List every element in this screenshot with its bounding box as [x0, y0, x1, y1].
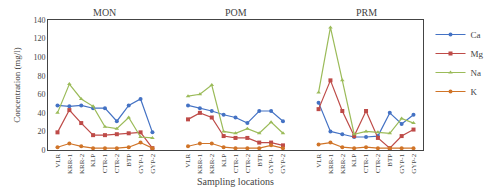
svg-text:40: 40 [37, 109, 45, 118]
svg-text:VLR: VLR [184, 153, 192, 167]
svg-text:KLP: KLP [220, 154, 228, 167]
svg-text:120: 120 [33, 34, 45, 43]
svg-text:Concentration (mg/l): Concentration (mg/l) [12, 47, 22, 123]
svg-text:CTR-1: CTR-1 [101, 153, 109, 173]
svg-text:BTP: BTP [386, 154, 394, 167]
svg-text:140: 140 [33, 16, 45, 25]
svg-text:MON: MON [93, 7, 116, 18]
svg-text:POM: POM [225, 7, 247, 18]
svg-text:80: 80 [37, 72, 45, 81]
svg-text:KRR-2: KRR-2 [208, 153, 216, 174]
svg-text:100: 100 [33, 53, 45, 62]
svg-text:GYP-2: GYP-2 [149, 153, 157, 173]
svg-text:KLP: KLP [89, 154, 97, 167]
svg-text:Sampling locations: Sampling locations [197, 176, 274, 187]
svg-text:K: K [471, 87, 478, 97]
svg-text:CTR-2: CTR-2 [374, 153, 382, 173]
svg-text:CTR-1: CTR-1 [362, 153, 370, 173]
svg-text:BTP: BTP [125, 154, 133, 167]
svg-text:KLP: KLP [350, 154, 358, 167]
svg-text:GYP-2: GYP-2 [410, 153, 418, 173]
svg-text:Na: Na [471, 68, 482, 78]
svg-text:20: 20 [37, 127, 45, 136]
svg-text:CTR-2: CTR-2 [113, 153, 121, 173]
svg-text:KRR-1: KRR-1 [66, 153, 74, 174]
svg-text:KRR-2: KRR-2 [339, 153, 347, 174]
svg-text:CTR-2: CTR-2 [244, 153, 252, 173]
svg-text:KRR-1: KRR-1 [196, 153, 204, 174]
svg-text:GYP-1: GYP-1 [398, 153, 406, 173]
svg-text:PRM: PRM [356, 7, 377, 18]
svg-text:KRR-1: KRR-1 [327, 153, 335, 174]
svg-text:BTP: BTP [256, 154, 264, 167]
svg-text:GYP-1: GYP-1 [137, 153, 145, 173]
svg-text:GYP-1: GYP-1 [267, 153, 275, 173]
svg-text:CTR-1: CTR-1 [232, 153, 240, 173]
svg-text:0: 0 [41, 146, 45, 155]
svg-text:KRR-2: KRR-2 [78, 153, 86, 174]
svg-text:Ca: Ca [471, 30, 481, 40]
svg-text:VLR: VLR [315, 153, 323, 167]
svg-text:VLR: VLR [54, 153, 62, 167]
svg-text:60: 60 [37, 90, 45, 99]
svg-text:Mg: Mg [471, 49, 484, 59]
svg-text:GYP-2: GYP-2 [279, 153, 287, 173]
